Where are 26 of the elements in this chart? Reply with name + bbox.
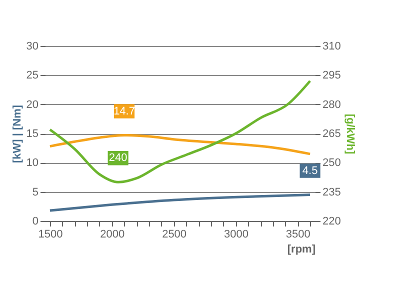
- y-tick-label: 20: [26, 98, 38, 111]
- y-tick-label: 10: [26, 157, 38, 170]
- line-series: [48, 194, 312, 212]
- data-label: 240: [108, 152, 128, 164]
- y2-tick-label: 310: [322, 40, 341, 52]
- y2-axis-title: [g/kWh]: [344, 114, 356, 154]
- x-tick-label: 3500: [286, 228, 310, 240]
- y2-tick-label: 265: [322, 128, 341, 140]
- data-label: 4.5: [302, 164, 318, 177]
- y-tick-label: 25: [26, 70, 38, 82]
- y-tick-label: 30: [26, 40, 38, 52]
- y2-tick-label: 220: [322, 216, 341, 228]
- x-tick-label: 2000: [100, 228, 125, 240]
- x-tick-label: 1500: [38, 228, 63, 240]
- y2-tick-label: 280: [322, 98, 341, 111]
- y2-tick-label: 235: [322, 186, 341, 198]
- y-tick-label: 0: [32, 216, 38, 228]
- y-tick-label: 5: [32, 186, 38, 198]
- data-label: 14.7: [114, 105, 135, 118]
- x-tick-label: 3000: [224, 228, 248, 240]
- y2-tick-label: 295: [322, 70, 341, 82]
- x-axis-title: [rpm]: [287, 244, 316, 256]
- y-tick-label: 15: [26, 128, 38, 140]
- x-tick-label: 2500: [162, 228, 187, 240]
- y2-tick-label: 250: [322, 157, 341, 170]
- y-axis-title: [kW] | [Nm]: [11, 104, 24, 164]
